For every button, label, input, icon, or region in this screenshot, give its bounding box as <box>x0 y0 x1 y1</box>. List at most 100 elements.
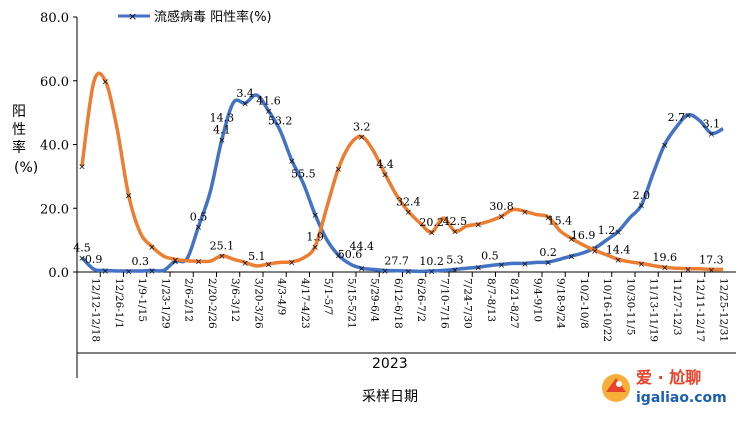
y-tick-label: 60.0 <box>40 75 69 90</box>
series-0-marker: × <box>474 264 482 274</box>
x-tick-label: 11/27-12/3 <box>671 278 683 335</box>
x-tick-label: 12/26-1/1 <box>113 278 125 329</box>
series-0-marker: × <box>195 223 203 233</box>
x-tick-label: 4/17-4/23 <box>299 278 311 329</box>
series-1-line <box>80 71 724 272</box>
series-1-marker: × <box>638 260 646 270</box>
series-1-marker: × <box>102 77 110 87</box>
series-1-marker: × <box>148 243 156 253</box>
series-0-marker: × <box>241 100 249 110</box>
series-0-marker: × <box>288 157 296 167</box>
data-label: 20.2 <box>419 216 444 229</box>
x-tick-label: 1/9-1/15 <box>136 278 148 322</box>
series-0-marker: × <box>265 107 273 117</box>
y-tick-label: 40.0 <box>40 139 69 154</box>
series-0-marker: × <box>78 254 86 264</box>
y-tick-label: 0.0 <box>48 266 69 281</box>
series-0-line <box>80 93 724 274</box>
series-0-marker: × <box>614 228 622 238</box>
legend-series-label: 流感病毒 阳性率(%) <box>154 9 272 25</box>
data-label: 0.5 <box>481 250 499 263</box>
data-label: 3.4 <box>236 87 254 100</box>
series-1-marker: × <box>195 258 203 268</box>
series-1-marker: × <box>125 192 133 202</box>
series-0-marker: × <box>544 259 552 269</box>
data-label: 25.1 <box>210 240 235 253</box>
series-1-marker: × <box>335 165 343 175</box>
data-label: 17.3 <box>699 253 724 266</box>
series-0-marker: × <box>148 267 156 277</box>
series-0-marker: × <box>661 141 669 151</box>
series-0-marker: × <box>102 267 110 277</box>
series-0-marker: × <box>684 111 692 121</box>
series-0-marker: × <box>171 258 179 268</box>
series-1-marker: × <box>428 229 436 239</box>
series-1-marker: × <box>498 213 506 223</box>
x-tick-label: 9/4-9/10 <box>531 278 543 322</box>
x-tick-label: 3/6-3/12 <box>229 278 241 322</box>
data-label: 10.2 <box>419 255 444 268</box>
data-label: 1.2 <box>598 224 616 237</box>
data-label: 0.5 <box>190 210 208 223</box>
series-0-marker: × <box>405 268 413 278</box>
series-1-marker: × <box>405 208 413 218</box>
series-1-marker: × <box>288 258 296 268</box>
series-1-marker: × <box>614 256 622 266</box>
series-1-marker: × <box>708 266 716 276</box>
data-label: 0.2 <box>539 246 557 259</box>
series-1-marker: × <box>381 170 389 180</box>
data-label: 3.2 <box>353 121 371 134</box>
data-label: 50.6 <box>338 248 363 261</box>
data-label: 15.4 <box>548 215 573 228</box>
watermark-url: igaliao.com <box>636 390 727 406</box>
x-tick-label: 3/20-3/26 <box>252 278 264 329</box>
x-tick-label: 6/26-7/2 <box>415 278 427 322</box>
data-label: 0.9 <box>85 253 103 266</box>
y-axis-title-char-2: 性 <box>12 122 26 138</box>
x-tick-label: 2/20-2/26 <box>206 278 218 329</box>
x-tick-label: 11/13-11/19 <box>648 278 660 342</box>
x-tick-label: 8/7-8/13 <box>485 278 497 322</box>
data-label: 53.2 <box>268 114 293 127</box>
series-1-marker: × <box>451 228 459 238</box>
x-tick-label: 10/2-10/8 <box>578 278 590 329</box>
series-0-marker: × <box>498 261 506 271</box>
series-0-marker: × <box>381 267 389 277</box>
x-tick-label: 9/18-9/24 <box>555 278 567 329</box>
data-label: 30.8 <box>489 200 514 213</box>
data-label: 41.6 <box>256 95 281 108</box>
series-1-marker: × <box>78 163 86 173</box>
series-1-marker: × <box>568 235 576 245</box>
series-0-marker: × <box>451 266 459 276</box>
x-tick-label: 10/16-10/22 <box>601 278 613 342</box>
data-label: 44.4 <box>349 240 374 253</box>
x-tick-label: 8/21-8/27 <box>508 278 520 329</box>
x-tick-label: 7/24-7/30 <box>462 278 474 329</box>
data-label: 5.1 <box>248 250 266 263</box>
series-1-marker: × <box>265 261 273 271</box>
data-label: 4.4 <box>376 158 394 171</box>
x-tick-label: 12/12-12/18 <box>90 278 102 342</box>
series-0-marker: × <box>311 211 319 221</box>
data-label: 42.5 <box>443 215 468 228</box>
y-axis-title-char-1: 阳 <box>12 104 26 120</box>
data-label: 14.4 <box>606 243 631 256</box>
data-label: 3.1 <box>703 117 721 130</box>
x-tick-label: 4/3-4/9 <box>276 278 288 315</box>
series-1-marker: × <box>311 243 319 253</box>
y-axis-title: 阳 性 率 (%) <box>12 104 38 176</box>
series-0-marker: × <box>125 268 133 278</box>
series-1-marker: × <box>684 265 692 275</box>
series-1-marker: × <box>591 247 599 257</box>
series-1-marker: × <box>241 259 249 269</box>
series-1-marker: × <box>474 221 482 231</box>
series-0-marker: × <box>521 260 529 270</box>
y-axis: 0.0 20.0 40.0 60.0 80.0 <box>40 11 77 281</box>
watermark-logo-icon <box>602 374 630 402</box>
x-axis-title: 采样日期 <box>362 389 418 405</box>
x-tick-label: 10/30-11/5 <box>624 278 636 335</box>
x-tick-label: 7/10-7/16 <box>438 278 450 329</box>
data-label: 4.1 <box>213 123 231 136</box>
data-label: 2.7 <box>668 111 686 124</box>
data-label: 5.3 <box>446 253 464 266</box>
